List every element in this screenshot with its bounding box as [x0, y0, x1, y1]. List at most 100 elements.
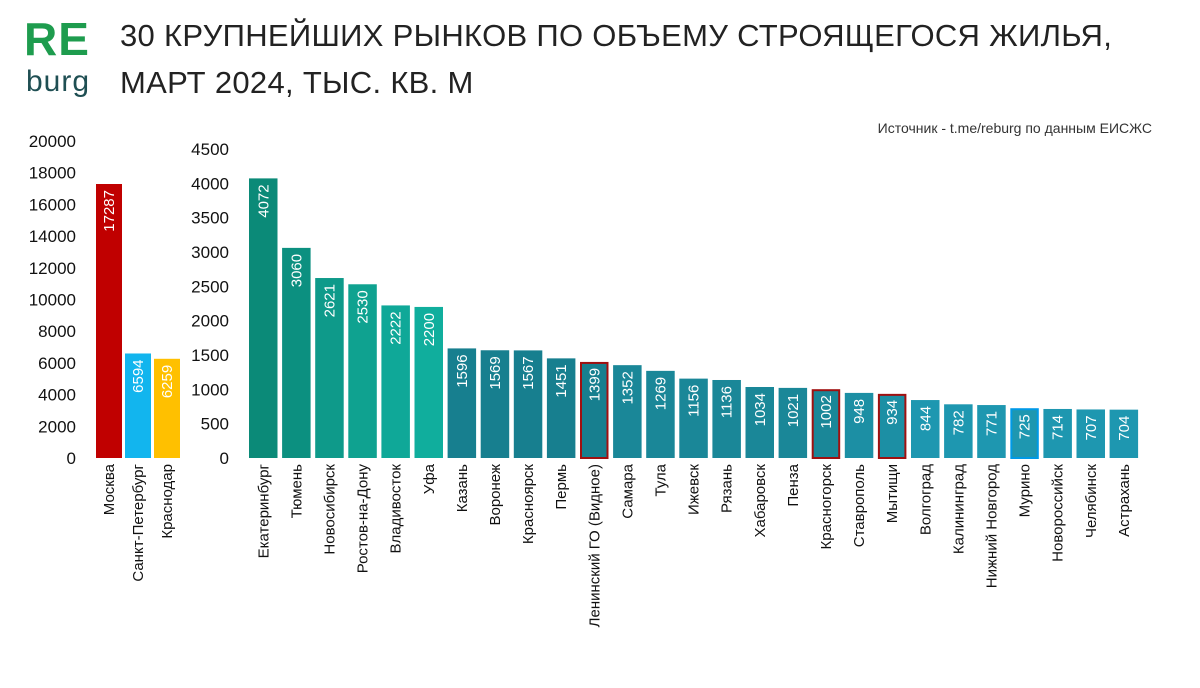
- chart2-data-label: 2222: [388, 311, 405, 344]
- chart2-category-label: Самара: [619, 463, 636, 518]
- chart2-data-label: 4072: [255, 184, 272, 217]
- chart2-data-label: 2530: [355, 290, 372, 323]
- chart2-bar: [977, 405, 1006, 458]
- chart2-data-label: 1136: [719, 386, 736, 418]
- chart2-category-label: Уфа: [421, 463, 438, 494]
- chart2-category-label: Воронеж: [487, 464, 504, 526]
- chart1-data-label: 6594: [130, 359, 147, 392]
- chart2-data-label: 1569: [487, 356, 504, 389]
- chart2-data-label: 3060: [288, 254, 305, 287]
- chart2-y-tick-label: 1000: [191, 380, 229, 399]
- chart2-bar: [513, 350, 543, 458]
- chart1-y-tick-label: 8000: [38, 322, 76, 341]
- chart-title-line-1: 30 КРУПНЕЙШИХ РЫНКОВ ПО ОБЪЕМУ СТРОЯЩЕГО…: [120, 18, 1113, 53]
- chart2-category-label: Мытищи: [884, 464, 901, 523]
- chart1-y-tick-label: 14000: [29, 227, 76, 246]
- chart2-data-label: 2200: [421, 313, 438, 346]
- chart2-category-label: Екатеринбург: [255, 463, 272, 558]
- chart2-category-label: Красногорск: [818, 464, 835, 550]
- chart2-category-label: Рязань: [719, 464, 736, 513]
- chart2-y-tick-label: 500: [201, 415, 229, 434]
- chart2-data-label: 771: [983, 411, 1000, 436]
- chart2-data-label: 707: [1083, 415, 1100, 440]
- chart2-y-tick-label: 2500: [191, 277, 229, 296]
- chart2-y-tick-label: 3000: [191, 243, 229, 262]
- chart2-data-label: 1567: [520, 356, 537, 389]
- chart2-y-tick-label: 1500: [191, 346, 229, 365]
- logo-burg: burg: [26, 65, 91, 98]
- chart2-category-label: Ленинский ГО (Видное): [586, 464, 603, 627]
- reburg-logo: RE burg: [24, 14, 100, 98]
- chart2-data-label: 1352: [619, 371, 636, 404]
- chart1-y-tick-label: 10000: [29, 291, 76, 310]
- chart2-bar: [911, 400, 940, 458]
- chart2-data-label: 714: [1050, 415, 1067, 440]
- chart2-y-tick-label: 2000: [191, 312, 229, 331]
- chart2-data-label: 1021: [785, 394, 802, 427]
- chart2-category-label: Пермь: [553, 464, 570, 510]
- chart2-y-tick-label: 3500: [191, 209, 229, 228]
- chart2-bar: [646, 370, 675, 458]
- chart2-bar: [679, 378, 708, 458]
- chart1-category-label: Москва: [101, 463, 118, 515]
- chart2-category-label: Тула: [652, 463, 669, 496]
- chart2-data-label: 1269: [652, 377, 669, 410]
- chart2-bar: [348, 284, 377, 458]
- chart2-category-label: Казань: [454, 464, 471, 512]
- chart2-category-label: Ижевск: [686, 464, 703, 515]
- chart2-category-label: Волгоград: [917, 464, 934, 535]
- chart2-data-label: 1002: [818, 395, 835, 428]
- chart1-y-tick-label: 20000: [29, 132, 76, 151]
- chart2-data-label: 948: [851, 399, 868, 424]
- chart2-category-label: Тюмень: [288, 464, 305, 519]
- chart2-bar: [811, 389, 841, 460]
- chart2-category-label: Ставрополь: [851, 464, 868, 547]
- chart2-bar: [778, 387, 808, 458]
- chart1-y-tick-label: 12000: [29, 259, 76, 278]
- chart2-y-tick-label: 0: [220, 449, 229, 468]
- chart2-data-label: 844: [917, 406, 934, 431]
- chart2-category-label: Новосибирск: [321, 464, 338, 555]
- chart2-data-label: 1399: [586, 368, 603, 401]
- chart2-bar: [315, 278, 344, 458]
- chart2-bar: [613, 365, 642, 458]
- chart1-y-tick-label: 6000: [38, 354, 76, 373]
- chart2-data-label: 1451: [553, 364, 570, 397]
- chart2-data-label: 704: [1116, 416, 1133, 441]
- chart1-y-tick-label: 18000: [29, 164, 76, 183]
- chart2-bar: [1043, 408, 1072, 458]
- chart1-y-tick-label: 4000: [38, 386, 76, 405]
- chart2-category-label: Владивосток: [388, 464, 405, 554]
- chart2-y-tick-label: 4000: [191, 174, 229, 193]
- chart2-category-label: Красноярск: [520, 464, 537, 545]
- chart2-category-label: Калининград: [950, 464, 967, 554]
- chart1-bar: [125, 353, 151, 458]
- chart2-bar: [1076, 409, 1105, 458]
- chart2-bar: [580, 361, 609, 459]
- chart2-data-label: 1034: [752, 393, 769, 426]
- chart2-bar: [745, 386, 774, 458]
- chart1-data-label: 17287: [101, 190, 118, 232]
- chart2-bar: [944, 404, 973, 458]
- chart2-category-label: Нижний Новгород: [983, 464, 1000, 588]
- chart2-category-label: Пенза: [785, 463, 802, 506]
- chart2-bar: [877, 393, 907, 459]
- chart1-bar: [154, 358, 180, 458]
- chart1-y-tick-label: 16000: [29, 195, 76, 214]
- chart1-category-label: Санкт-Петербург: [130, 463, 147, 581]
- chart-title-line-2: МАРТ 2024, ТЫС. КВ. М: [120, 65, 474, 100]
- chart2-category-label: Мурино: [1017, 464, 1034, 517]
- chart2-bar: [414, 306, 443, 458]
- chart2-bar: [282, 247, 311, 458]
- chart-title: 30 КРУПНЕЙШИХ РЫНКОВ ПО ОБЪЕМУ СТРОЯЩЕГО…: [120, 12, 1180, 106]
- chart2-bar: [249, 178, 278, 458]
- chart2-data-label: 2621: [321, 284, 338, 317]
- chart2-bar: [844, 392, 874, 458]
- chart2-bar: [381, 305, 410, 458]
- chart2-bar: [447, 348, 477, 458]
- chart2-bar: [546, 358, 576, 458]
- chart2-data-label: 1156: [686, 385, 703, 417]
- chart1-data-label: 6259: [159, 365, 176, 398]
- source-note: Источник - t.me/reburg по данным ЕИСЖС: [877, 120, 1152, 136]
